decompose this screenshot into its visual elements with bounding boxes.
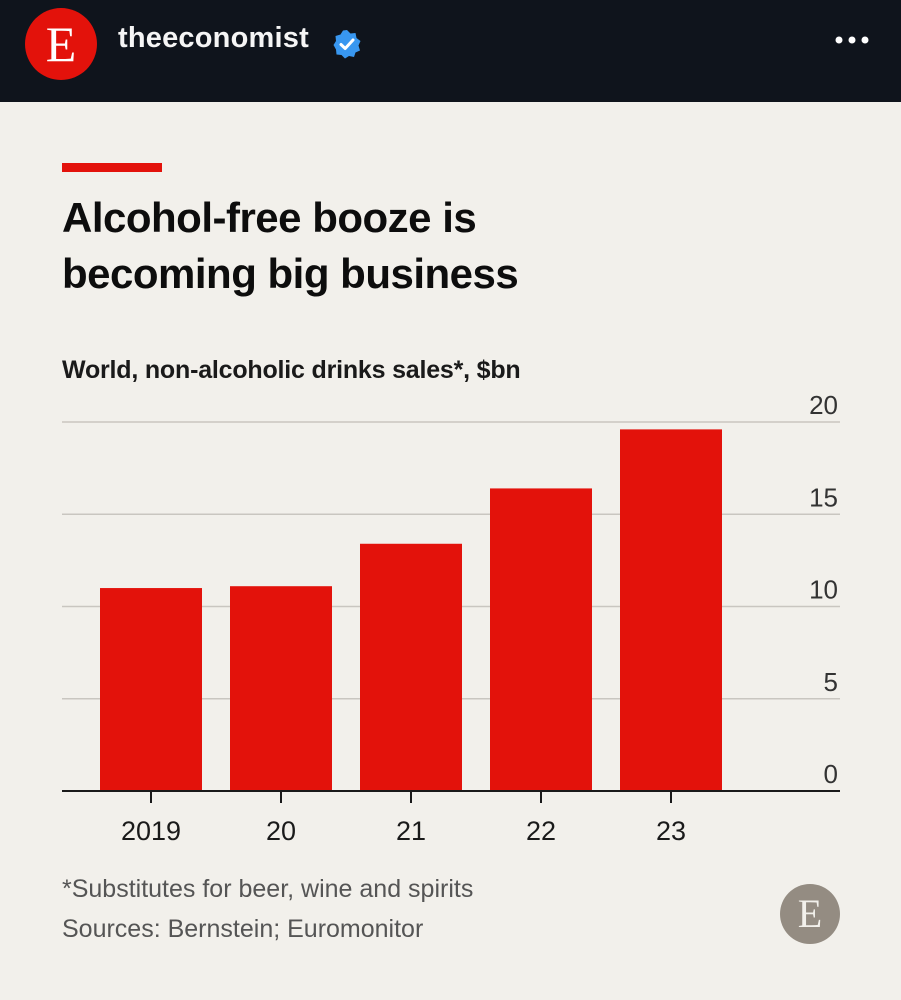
y-tick-label: 10: [809, 575, 838, 605]
footnote: *Substitutes for beer, wine and spirits: [62, 875, 474, 903]
post-header: E theeconomist: [0, 0, 901, 102]
sources-note: Sources: Bernstein; Euromonitor: [62, 915, 424, 943]
account-avatar[interactable]: E: [25, 8, 97, 80]
x-tick-label: 23: [656, 816, 686, 846]
y-tick-label: 20: [809, 390, 838, 420]
bar: [490, 488, 592, 791]
y-tick-label: 0: [824, 759, 838, 789]
chart-subtitle: World, non-alcoholic drinks sales*, $bn: [62, 356, 521, 384]
bar: [360, 543, 462, 791]
x-tick-label: 21: [396, 816, 426, 846]
bar: [620, 429, 722, 791]
x-tick-label: 22: [526, 816, 556, 846]
y-tick-label: 5: [824, 667, 838, 697]
x-tick-label: 20: [266, 816, 296, 846]
red-rule: [62, 163, 162, 172]
y-tick-label: 15: [809, 482, 838, 512]
bar: [100, 588, 202, 791]
chart-title: Alcohol-free booze is becoming big busin…: [62, 194, 519, 297]
bar-chart: 0 5 10 15 20 2019 20 21 22 23: [62, 390, 840, 846]
more-options-icon[interactable]: [832, 30, 872, 50]
economist-watermark-logo: E: [780, 884, 840, 944]
account-name[interactable]: theeconomist: [118, 22, 309, 54]
verified-badge-icon: [333, 30, 361, 59]
x-tick-label: 2019: [121, 816, 181, 846]
bar: [230, 586, 332, 791]
